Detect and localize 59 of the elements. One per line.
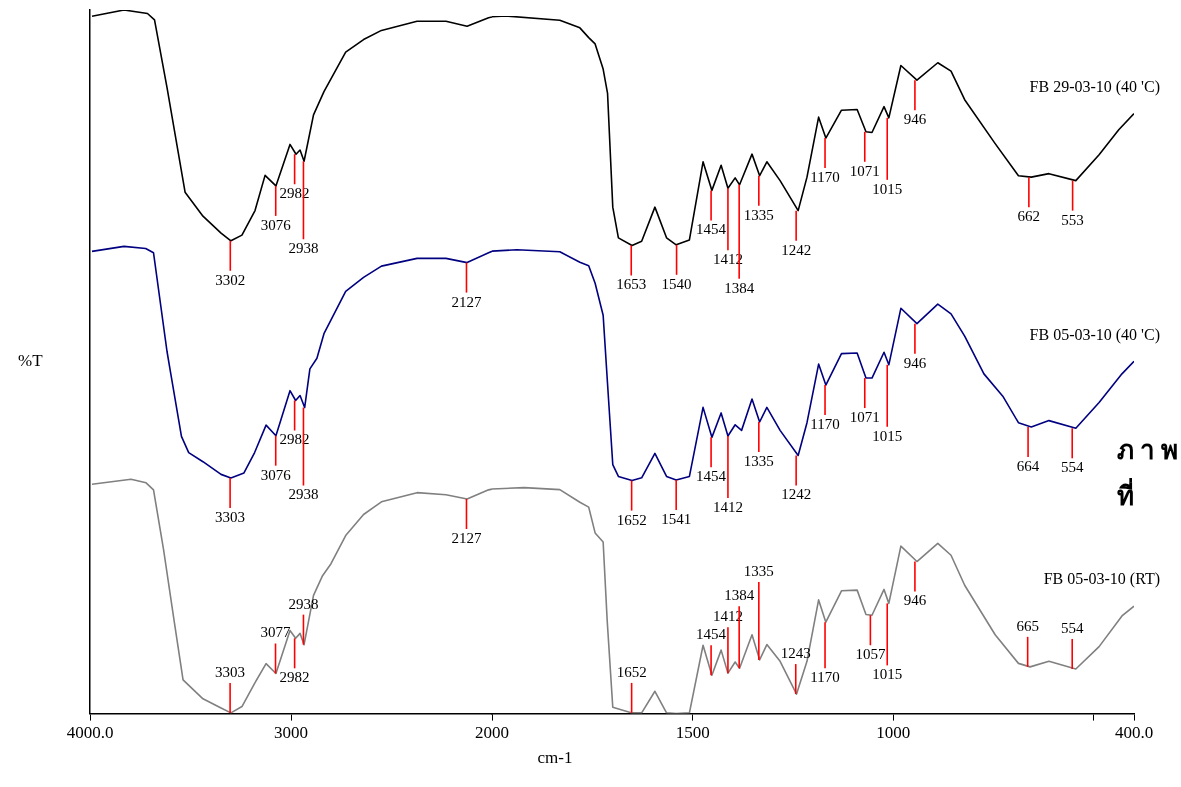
annotation: 1015	[872, 180, 903, 197]
annotation: 1653	[616, 276, 647, 293]
annotation: 2127	[451, 293, 482, 310]
annotation: 1071	[849, 162, 880, 179]
annotation: 664	[1016, 457, 1040, 474]
annotation: 1242	[781, 486, 812, 503]
annotation: 3076	[260, 216, 292, 233]
annotation: 2938	[288, 486, 319, 503]
annotation: 3076	[260, 466, 292, 483]
x-tick-label: 4000.0	[66, 723, 114, 743]
annotation: 662	[1017, 208, 1041, 225]
annotation: 1170	[810, 669, 840, 686]
annotation: 1454	[696, 626, 727, 643]
annotation: 1057	[855, 646, 886, 663]
annotation: 1540	[661, 275, 692, 292]
annotation: 1335	[743, 206, 774, 223]
annotation: 1242	[781, 241, 812, 258]
annotation: 554	[1060, 619, 1084, 636]
annotation: 1015	[872, 427, 903, 444]
annotation: 1384	[724, 587, 755, 604]
annotation: 1243	[780, 645, 811, 661]
annotation: 1015	[872, 666, 903, 683]
annotation: 1384	[724, 279, 755, 296]
annotation: 1071	[849, 408, 880, 425]
x-tick-label: 1500	[675, 723, 710, 743]
annotation: 1454	[696, 468, 727, 485]
y-axis-title: %T	[18, 351, 44, 371]
x-tick-label: 3000	[274, 723, 308, 743]
text: FB 29-03-10 (40 'C)	[1029, 77, 1160, 96]
annotation: 3303	[215, 663, 246, 680]
x-axis-title: cm-1	[537, 748, 573, 768]
annotation: 553	[1061, 211, 1084, 228]
annotation: 3077	[260, 624, 292, 641]
annotation: 2127	[451, 529, 482, 546]
x-tick-label: 1000	[876, 723, 911, 743]
annotation: 1335	[743, 452, 774, 469]
annotation: 946	[903, 354, 927, 371]
annotation: 2938	[288, 240, 319, 257]
annotation: 1541	[661, 510, 692, 527]
x-tick-label: 400.0	[1114, 723, 1154, 743]
annotation: 946	[903, 592, 927, 609]
annotation: 1652	[616, 511, 647, 528]
annotation: 554	[1060, 459, 1084, 476]
annotation: 1335	[743, 562, 774, 579]
annotation: 1454	[696, 221, 727, 238]
annotation: 2982	[279, 669, 310, 686]
annotation: ภาพที่	[1117, 435, 1181, 513]
text: FB 05-03-10 (40 'C)	[1029, 325, 1160, 344]
annotation: 2938	[288, 595, 319, 612]
annotation: 1652	[616, 663, 647, 680]
annotation: 1412	[712, 498, 743, 515]
annotation: 3302	[215, 271, 246, 288]
text: FB 05-03-10 (RT)	[1043, 570, 1160, 589]
x-tick-label: 2000	[475, 723, 509, 743]
annotation: 946	[903, 111, 927, 128]
annotation: 1170	[810, 169, 840, 186]
annotation: 665	[1016, 617, 1039, 634]
annotation: 1170	[810, 415, 840, 432]
annotation: 3303	[215, 508, 246, 525]
